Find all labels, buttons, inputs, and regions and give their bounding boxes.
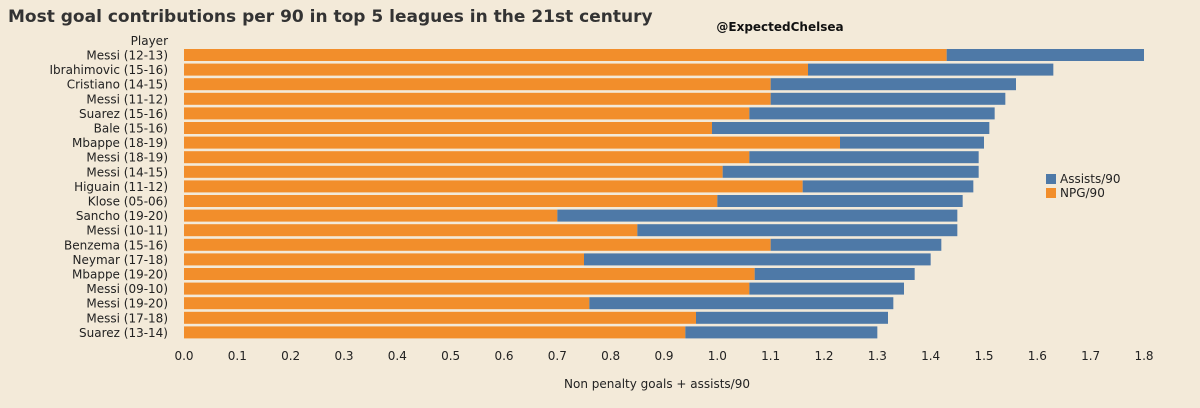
legend-label: NPG/90 (1060, 186, 1105, 200)
category-label: Bale (15-16) (94, 122, 168, 136)
category-label: Messi (19-20) (86, 297, 168, 311)
bar-npg (184, 268, 755, 280)
category-label: Cristiano (14-15) (67, 78, 168, 92)
category-label: Benzema (15-16) (64, 238, 168, 252)
bar-assists (584, 253, 931, 266)
x-tick-label: 1.3 (868, 349, 887, 363)
x-tick-label: 0.1 (228, 349, 247, 363)
category-label: Mbappe (18-19) (72, 136, 168, 150)
bar-npg (184, 49, 947, 61)
category-label: Messi (10-11) (86, 224, 168, 238)
legend-swatch (1046, 174, 1056, 184)
bar-assists (557, 209, 958, 222)
bar-assists (685, 326, 878, 339)
bar-assists (770, 92, 1006, 105)
bar-assists (802, 180, 974, 193)
bar-assists (749, 107, 995, 120)
bar-assists (589, 297, 894, 310)
bar-assists (749, 282, 904, 295)
bar-npg (184, 63, 808, 76)
category-header: Player (131, 34, 168, 48)
x-tick-label: 0.6 (494, 349, 513, 363)
bar-npg (184, 311, 696, 324)
category-label: Messi (17-18) (86, 311, 168, 325)
chart-title: Most goal contributions per 90 in top 5 … (8, 7, 653, 27)
x-tick-label: 1.4 (921, 349, 940, 363)
category-label: Klose (05-06) (88, 195, 168, 209)
x-tick-label: 0.8 (601, 349, 620, 363)
bar-npg (184, 107, 750, 120)
x-axis-label: Non penalty goals + assists/90 (564, 377, 750, 391)
bar-assists (808, 63, 1054, 76)
category-label: Higuain (11-12) (74, 180, 168, 194)
x-tick-label: 1.8 (1134, 349, 1153, 363)
bar-npg (184, 238, 771, 251)
x-tick-label: 0.9 (654, 349, 673, 363)
category-label: Suarez (13-14) (79, 326, 168, 340)
bar-npg (184, 326, 686, 339)
x-tick-label: 1.1 (761, 349, 780, 363)
x-tick-label: 1.0 (708, 349, 727, 363)
x-tick-label: 1.5 (974, 349, 993, 363)
bar-assists (696, 311, 888, 324)
category-label: Messi (12-13) (86, 49, 168, 63)
bar-assists (754, 268, 915, 280)
x-tick-label: 0.3 (334, 349, 353, 363)
bar-npg (184, 224, 638, 237)
bar-npg (184, 209, 558, 222)
watermark-label: @ExpectedChelsea (716, 20, 843, 34)
bar-npg (184, 122, 712, 134)
x-tick-label: 1.6 (1028, 349, 1047, 363)
bar-npg (184, 297, 590, 310)
legend-swatch (1046, 188, 1056, 198)
x-axis-ticks: 0.0 0.1 0.2 0.3 0.4 0.5 0.6 0.7 0.8 0.9 1.0 1.1 1.2 1… (174, 349, 1153, 363)
bar-npg (184, 253, 584, 266)
bar-assists (717, 195, 963, 207)
x-tick-label: 0.0 (174, 349, 193, 363)
category-label: Messi (11-12) (86, 92, 168, 106)
x-tick-label: 1.2 (814, 349, 833, 363)
bar-npg (184, 151, 750, 164)
x-tick-label: 1.7 (1081, 349, 1100, 363)
bar-npg (184, 78, 771, 91)
bar-assists (770, 78, 1016, 91)
category-label: Messi (14-15) (86, 165, 168, 179)
category-label: Mbappe (19-20) (72, 268, 168, 282)
bar-assists (722, 165, 979, 178)
bar-assists (840, 136, 984, 149)
x-tick-label: 0.7 (548, 349, 567, 363)
bar-npg (184, 195, 718, 207)
category-labels: Messi (12-13)Ibrahimovic (15-16)Cristian… (50, 49, 169, 340)
category-label: Ibrahimovic (15-16) (50, 63, 169, 77)
category-label: Neymar (17-18) (73, 253, 168, 267)
category-label: Messi (18-19) (86, 151, 168, 165)
bar-npg (184, 136, 840, 149)
bar-assists (946, 49, 1144, 61)
bar-assists (712, 122, 990, 134)
category-label: Suarez (15-16) (79, 107, 168, 121)
x-tick-label: 0.2 (281, 349, 300, 363)
x-tick-label: 0.4 (388, 349, 407, 363)
category-label: Sancho (19-20) (76, 209, 168, 223)
bar-assists (637, 224, 958, 237)
bar-npg (184, 282, 750, 295)
category-label: Messi (09-10) (86, 282, 168, 296)
bar-npg (184, 92, 771, 105)
bar-assists (749, 151, 979, 164)
bars-layer (184, 49, 1144, 339)
bar-assists (770, 238, 942, 251)
bar-npg (184, 165, 723, 178)
bar-npg (184, 180, 803, 193)
x-tick-label: 0.5 (441, 349, 460, 363)
legend-label: Assists/90 (1060, 172, 1121, 186)
